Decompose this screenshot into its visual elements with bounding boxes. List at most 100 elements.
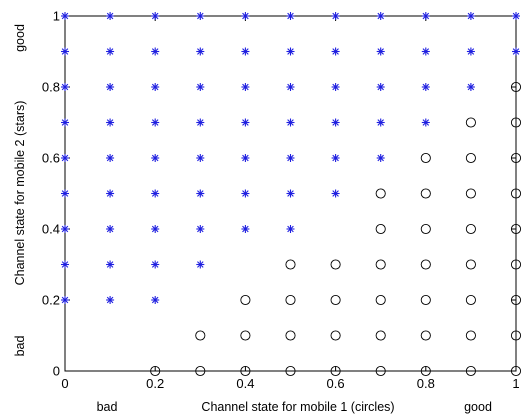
star-point-18 xyxy=(151,296,160,304)
circle-point-39 xyxy=(510,223,522,235)
star-point-6 xyxy=(61,83,69,91)
circle-point-12 xyxy=(330,294,341,306)
star-point-59 xyxy=(376,12,385,20)
star-point-11 xyxy=(106,225,115,233)
circle-point-8 xyxy=(285,294,296,306)
y-axis-low-label: bad xyxy=(13,336,27,357)
star-point-4 xyxy=(61,154,69,162)
x-tick-label-2: 0.4 xyxy=(236,376,254,391)
star-point-68 xyxy=(512,12,520,20)
circle-point-17 xyxy=(375,259,386,270)
circle-point-9 xyxy=(285,259,296,270)
star-point-55 xyxy=(376,154,385,162)
axis-tick-labels: 0 0.2 0.4 0.6 0.8 1 0 0.2 0.4 0.6 0.8 1 xyxy=(42,9,520,392)
star-point-29 xyxy=(196,189,205,198)
x-tick-label-5: 1 xyxy=(512,376,519,391)
circle-point-3 xyxy=(240,365,251,377)
x-axis-high-label: good xyxy=(464,400,492,414)
star-point-48 xyxy=(286,12,295,20)
star-point-60 xyxy=(421,118,430,127)
circle-point-16 xyxy=(375,294,386,306)
star-point-35 xyxy=(241,225,250,233)
circle-point-13 xyxy=(330,259,341,270)
x-tick-label-4: 0.8 xyxy=(417,376,435,391)
star-point-19 xyxy=(151,260,160,269)
star-point-2 xyxy=(61,225,69,233)
star-point-26 xyxy=(151,12,160,20)
star-point-53 xyxy=(331,47,340,56)
circle-point-27 xyxy=(465,365,476,377)
circle-point-20 xyxy=(420,365,431,377)
circle-point-25 xyxy=(420,188,431,199)
star-point-40 xyxy=(241,47,250,56)
circle-point-23 xyxy=(420,259,431,270)
star-point-52 xyxy=(331,83,340,91)
x-axis-label: Channel state for mobile 1 (circles) xyxy=(201,400,394,414)
circle-point-15 xyxy=(375,330,386,341)
star-point-23 xyxy=(151,118,160,127)
star-point-49 xyxy=(331,189,340,198)
circle-point-21 xyxy=(420,330,431,341)
circle-point-32 xyxy=(465,188,476,199)
star-point-44 xyxy=(286,154,295,162)
x-tick-label-3: 0.6 xyxy=(327,376,345,391)
star-point-10 xyxy=(106,260,115,269)
circle-point-7 xyxy=(285,330,296,341)
star-point-16 xyxy=(106,47,115,56)
circle-point-19 xyxy=(375,188,386,199)
star-point-31 xyxy=(196,118,205,127)
circle-point-11 xyxy=(330,330,341,341)
circle-point-43 xyxy=(510,81,522,93)
star-point-15 xyxy=(106,83,115,91)
x-tick-label-1: 0.2 xyxy=(146,376,164,391)
star-point-62 xyxy=(421,47,430,56)
star-point-32 xyxy=(196,83,205,91)
star-point-47 xyxy=(286,47,295,56)
star-point-9 xyxy=(106,296,115,304)
star-point-27 xyxy=(196,260,205,269)
star-point-8 xyxy=(61,12,69,20)
data-marks xyxy=(61,12,522,377)
star-point-51 xyxy=(331,118,340,127)
star-point-37 xyxy=(241,154,250,162)
star-point-41 xyxy=(241,12,250,20)
circle-point-29 xyxy=(465,294,476,306)
y-tick-label-3: 0.6 xyxy=(42,151,60,166)
star-point-42 xyxy=(286,225,295,233)
circle-point-30 xyxy=(465,259,476,270)
circle-point-18 xyxy=(375,223,386,235)
circle-point-6 xyxy=(285,365,296,377)
star-point-65 xyxy=(466,47,475,56)
star-point-30 xyxy=(196,154,205,162)
star-point-39 xyxy=(241,83,250,91)
star-point-12 xyxy=(106,189,115,198)
star-point-43 xyxy=(286,189,295,198)
y-axis-label: Channel state for mobile 2 (stars) xyxy=(13,101,27,286)
circle-point-41 xyxy=(510,152,522,164)
star-point-58 xyxy=(376,47,385,56)
star-point-64 xyxy=(466,83,475,91)
y-axis-high-label: good xyxy=(13,24,27,52)
star-point-46 xyxy=(286,83,295,91)
circle-point-24 xyxy=(420,223,431,235)
circle-point-2 xyxy=(195,330,206,341)
y-tick-label-5: 1 xyxy=(53,9,60,24)
circle-point-40 xyxy=(510,188,522,199)
circle-point-35 xyxy=(510,365,522,377)
star-point-25 xyxy=(151,47,160,56)
star-point-21 xyxy=(151,189,160,198)
y-tick-label-0: 0 xyxy=(53,364,60,379)
circle-point-4 xyxy=(240,330,251,341)
star-point-20 xyxy=(151,225,160,233)
star-point-1 xyxy=(61,260,69,269)
y-tick-label-4: 0.8 xyxy=(42,80,60,95)
circle-point-1 xyxy=(195,365,206,377)
circle-point-34 xyxy=(465,117,476,128)
star-point-14 xyxy=(106,118,115,127)
circle-point-31 xyxy=(465,223,476,235)
star-point-33 xyxy=(196,47,205,56)
circle-point-38 xyxy=(510,259,522,270)
circle-point-5 xyxy=(240,294,251,306)
